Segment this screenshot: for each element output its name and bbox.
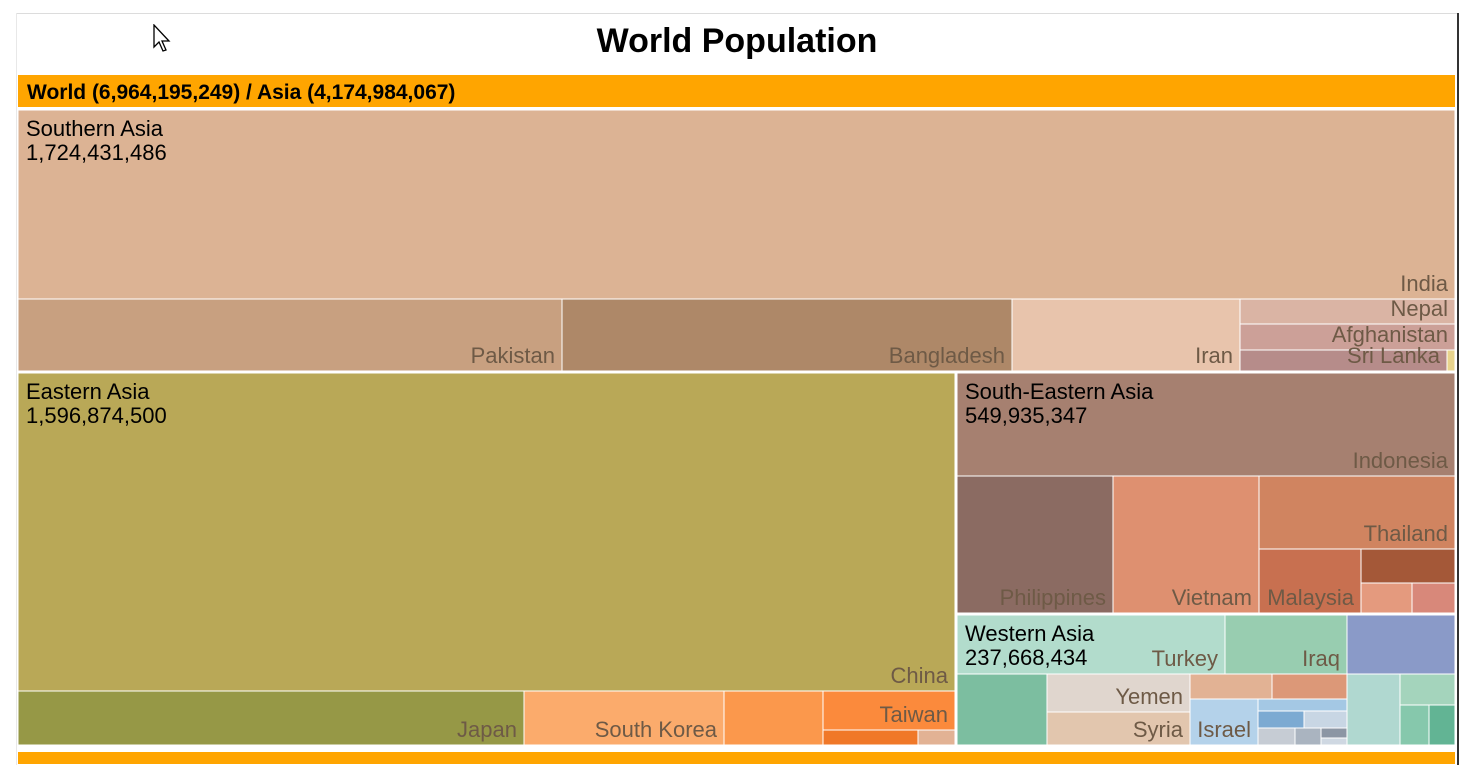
region-value-western-asia: 237,668,434 [965,645,1087,670]
frame-left-border [16,13,17,765]
treemap-cell[interactable] [1399,704,1430,746]
region-separator [955,373,957,745]
treemap-cell[interactable] [917,729,956,746]
treemap-cell-pakistan[interactable] [17,298,563,372]
cell-label-yemen: Yemen [1115,684,1183,709]
treemap-cell-indonesia[interactable] [956,372,1456,477]
breadcrumb[interactable]: World (6,964,195,249) / Asia (4,174,984,… [18,75,1455,107]
treemap-cell[interactable] [1360,582,1413,614]
treemap-cell[interactable] [1257,727,1296,746]
treemap-cell[interactable] [1346,673,1401,746]
cell-label-japan: Japan [457,717,517,742]
treemap-cell-philippines[interactable] [956,475,1114,614]
treemap-cell-vietnam[interactable] [1112,475,1260,614]
breadcrumb-bottom-bar [18,752,1455,764]
treemap-cell[interactable] [822,729,919,746]
frame-top-border [16,13,1457,14]
region-value-eastern-asia: 1,596,874,500 [26,403,167,428]
region-label-eastern-asia: Eastern Asia [26,379,150,404]
treemap-cell[interactable] [1294,727,1322,746]
cell-label-nepal: Nepal [1391,296,1448,321]
cell-label-philippines: Philippines [1000,585,1106,610]
cell-label-indonesia: Indonesia [1353,448,1449,473]
cell-label-iran: Iran [1195,343,1233,368]
treemap-cell-china[interactable] [17,372,956,692]
region-label-south-eastern-asia: South-Eastern Asia [965,379,1154,404]
cell-label-india: India [1400,271,1448,296]
treemap-cell[interactable] [1428,704,1456,746]
cell-label-china: China [891,663,949,688]
treemap-cell[interactable] [1411,582,1456,614]
treemap-cell[interactable] [1189,673,1273,700]
treemap-cell-taiwan[interactable] [822,690,956,731]
cell-label-syria: Syria [1133,717,1184,742]
treemap-cell-yemen[interactable] [1046,673,1191,713]
treemap-cell-nepal[interactable] [1239,298,1456,325]
treemap-cell[interactable] [1346,614,1456,675]
cell-label-malaysia: Malaysia [1267,585,1355,610]
treemap-cell[interactable] [1303,710,1348,729]
cell-label-sri-lanka: Sri Lanka [1347,343,1441,368]
treemap-cell[interactable] [1320,737,1348,746]
treemap-cell[interactable] [1257,698,1348,712]
breadcrumb-label: World (6,964,195,249) / Asia (4,174,984,… [27,81,456,104]
chart-title: World Population [596,22,878,60]
treemap-cell-iran[interactable] [1011,298,1241,372]
treemap-cell[interactable] [1360,548,1456,584]
treemap-cell[interactable] [1446,349,1456,372]
cell-label-south-korea: South Korea [595,717,718,742]
region-separator [957,613,1455,615]
treemap-cell[interactable] [723,690,824,746]
treemap-cell-iraq[interactable] [1224,614,1348,675]
cell-label-vietnam: Vietnam [1172,585,1252,610]
cell-label-iraq: Iraq [1302,646,1340,671]
cell-label-thailand: Thailand [1364,521,1448,546]
treemap-cell[interactable] [1257,710,1305,729]
treemap-cell-south-korea[interactable] [523,690,725,746]
cell-label-taiwan: Taiwan [880,702,948,727]
treemap-cell-japan[interactable] [17,690,525,746]
treemap-cell[interactable] [1399,673,1456,706]
treemap-cell[interactable] [1320,727,1348,739]
frame-right-border [1457,13,1459,765]
treemap-cell[interactable] [1271,673,1348,700]
cell-label-bangladesh: Bangladesh [889,343,1005,368]
mouse-pointer-icon [153,24,171,52]
cell-label-afghanistan: Afghanistan [1332,322,1448,347]
cell-label-israel: Israel [1197,717,1251,742]
treemap-cell-bangladesh[interactable] [561,298,1013,372]
treemap-cell[interactable] [956,673,1048,746]
cell-label-pakistan: Pakistan [471,343,555,368]
region-value-south-eastern-asia: 549,935,347 [965,403,1087,428]
treemap-cell-india[interactable] [17,109,1456,300]
region-separator [18,371,1455,373]
region-value-southern-asia: 1,724,431,486 [26,140,167,165]
region-label-southern-asia: Southern Asia [26,116,164,141]
cell-label-turkey: Turkey [1152,646,1218,671]
treemap-cell-thailand[interactable] [1258,475,1456,550]
region-label-western-asia: Western Asia [965,621,1095,646]
